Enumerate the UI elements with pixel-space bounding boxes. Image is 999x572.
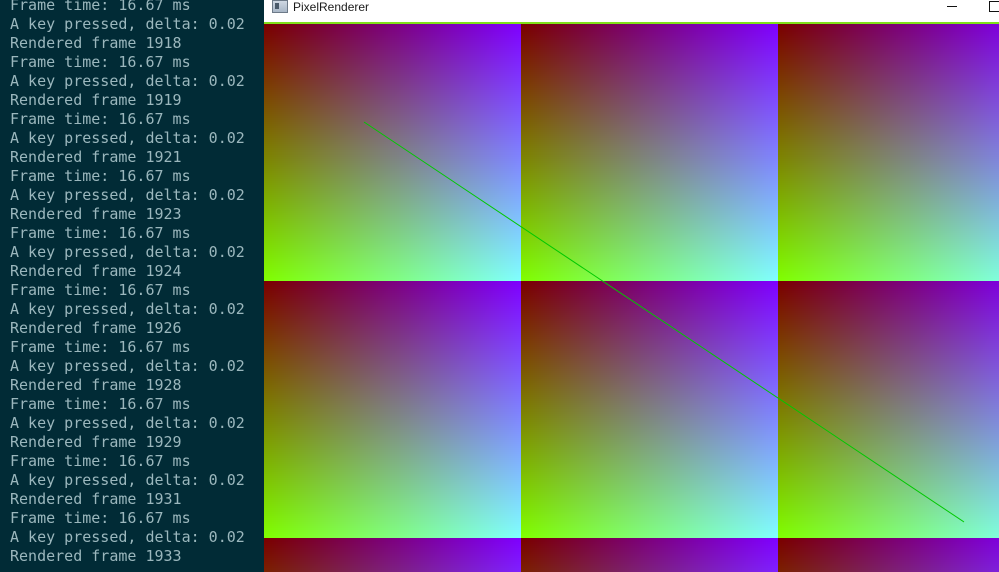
gradient-tile [778, 24, 999, 281]
console-line: Rendered frame 1933 [10, 547, 182, 565]
console-line: Rendered frame 1931 [10, 490, 182, 508]
console-line: Frame time: 16.67 ms [10, 509, 191, 527]
gradient-tile [264, 538, 521, 572]
pixelrenderer-window[interactable]: PixelRenderer [264, 0, 999, 572]
console-line: Frame time: 16.67 ms [10, 0, 191, 14]
console-line: A key pressed, delta: 0.02 [10, 357, 245, 375]
console-line: Rendered frame 1926 [10, 319, 182, 337]
window-title: PixelRenderer [293, 0, 370, 14]
console-line: Frame time: 16.67 ms [10, 281, 191, 299]
rendered-line-layer [363, 121, 965, 523]
console-line: Frame time: 16.67 ms [10, 338, 191, 356]
gradient-tile [521, 538, 778, 572]
minimize-button[interactable] [932, 0, 972, 16]
console-line: A key pressed, delta: 0.02 [10, 471, 245, 489]
render-canvas[interactable] [264, 22, 999, 572]
rendered-line [363, 121, 965, 523]
console-line: Frame time: 16.67 ms [10, 452, 191, 470]
console-line: Rendered frame 1919 [10, 91, 182, 109]
canvas-top-edge [264, 22, 999, 24]
console-line: Rendered frame 1929 [10, 433, 182, 451]
console-line: Rendered frame 1924 [10, 262, 182, 280]
console-line: Frame time: 16.67 ms [10, 53, 191, 71]
console-line: A key pressed, delta: 0.02 [10, 15, 245, 33]
console-line: Frame time: 16.67 ms [10, 110, 191, 128]
console-line: Rendered frame 1921 [10, 148, 182, 166]
maximize-icon [989, 1, 999, 12]
console-line: Rendered frame 1918 [10, 34, 182, 52]
gradient-tile [264, 281, 521, 538]
gradient-tile [778, 538, 999, 572]
console-log: Frame time: 16.67 ms A key pressed, delta… [10, 0, 264, 566]
console-line: Frame time: 16.67 ms [10, 224, 191, 242]
console-line: Frame time: 16.67 ms [10, 395, 191, 413]
maximize-button[interactable] [974, 0, 999, 16]
console-line: Rendered frame 1923 [10, 205, 182, 223]
console-line: A key pressed, delta: 0.02 [10, 129, 245, 147]
gradient-tile [264, 24, 521, 281]
window-titlebar[interactable]: PixelRenderer [264, 0, 999, 22]
gradient-tile [521, 24, 778, 281]
console-line: Frame time: 16.67 ms [10, 167, 191, 185]
app-window-icon [272, 0, 288, 13]
console-line: A key pressed, delta: 0.02 [10, 300, 245, 318]
console-line: A key pressed, delta: 0.02 [10, 72, 245, 90]
minimize-icon [947, 6, 957, 7]
console-line: A key pressed, delta: 0.02 [10, 528, 245, 546]
console-line: A key pressed, delta: 0.02 [10, 414, 245, 432]
console-line: A key pressed, delta: 0.02 [10, 243, 245, 261]
console-output: Frame time: 16.67 ms A key pressed, delta… [0, 0, 264, 572]
gradient-tile [778, 281, 999, 538]
console-line: Rendered frame 1928 [10, 376, 182, 394]
console-line: A key pressed, delta: 0.02 [10, 186, 245, 204]
gradient-tile [521, 281, 778, 538]
